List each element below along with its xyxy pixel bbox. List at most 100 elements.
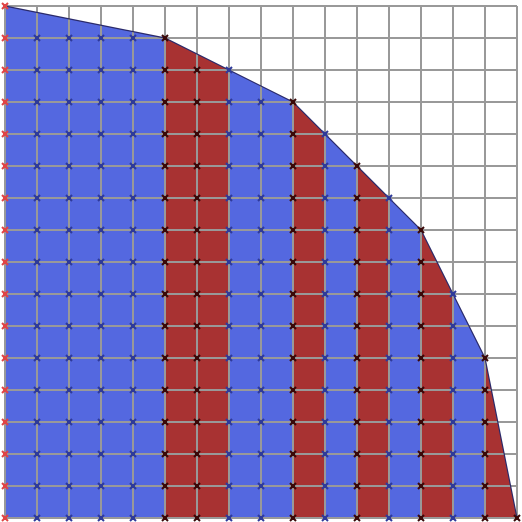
lattice-marker [193,226,201,234]
lattice-marker [193,418,201,426]
lattice-marker [481,354,489,362]
lattice-marker [385,354,393,362]
lattice-marker [449,322,457,330]
lattice-marker [353,354,361,362]
lattice-marker [289,130,297,138]
lattice-marker [65,322,73,330]
lattice-marker [257,194,265,202]
lattice-marker [1,2,9,10]
lattice-marker [257,482,265,490]
lattice-marker [129,290,137,298]
lattice-marker [65,130,73,138]
lattice-marker [225,322,233,330]
lattice-marker [97,514,105,522]
lattice-marker [289,482,297,490]
lattice-marker [225,194,233,202]
lattice-marker [65,386,73,394]
lattice-marker [161,322,169,330]
lattice-marker [1,34,9,42]
lattice-marker [289,322,297,330]
lattice-marker [129,450,137,458]
lattice-marker [353,450,361,458]
lattice-marker [33,322,41,330]
lattice-marker [257,354,265,362]
lattice-marker [129,226,137,234]
lattice-marker [385,322,393,330]
lattice-marker [1,162,9,170]
lattice-marker [33,418,41,426]
lattice-marker [449,386,457,394]
lattice-marker [257,98,265,106]
lattice-marker [97,194,105,202]
lattice-marker [513,514,521,522]
lattice-marker [129,354,137,362]
lattice-marker [129,194,137,202]
lattice-marker [321,482,329,490]
lattice-marker [257,386,265,394]
lattice-marker [97,34,105,42]
lattice-marker [129,130,137,138]
lattice-marker [65,482,73,490]
lattice-marker [193,322,201,330]
lattice-marker [97,162,105,170]
lattice-marker [449,514,457,522]
lattice-marker [321,162,329,170]
lattice-marker [65,354,73,362]
lattice-marker [289,450,297,458]
lattice-marker [161,386,169,394]
lattice-marker [321,354,329,362]
lattice-marker [353,386,361,394]
lattice-marker [417,418,425,426]
lattice-marker [97,130,105,138]
lattice-marker [65,258,73,266]
lattice-marker [33,66,41,74]
lattice-marker [385,450,393,458]
lattice-marker [1,386,9,394]
lattice-marker [321,194,329,202]
lattice-marker [65,98,73,106]
lattice-marker [129,34,137,42]
lattice-marker [97,354,105,362]
lattice-marker [129,418,137,426]
lattice-marker [225,130,233,138]
lattice-marker [97,482,105,490]
lattice-marker [321,130,329,138]
lattice-marker [417,258,425,266]
lattice-marker [161,450,169,458]
region-outline [4,5,518,519]
lattice-marker [353,290,361,298]
lattice-marker [289,386,297,394]
lattice-marker [193,66,201,74]
lattice-marker [257,418,265,426]
lattice-marker [33,258,41,266]
lattice-marker [97,322,105,330]
lattice-marker [193,130,201,138]
lattice-marker [129,514,137,522]
lattice-marker [385,514,393,522]
lattice-marker [385,258,393,266]
lattice-marker [193,98,201,106]
lattice-marker [33,290,41,298]
lattice-marker [129,98,137,106]
lattice-marker [65,34,73,42]
lattice-marker [193,450,201,458]
lattice-marker [1,130,9,138]
lattice-marker [481,514,489,522]
lattice-marker [161,418,169,426]
lattice-marker [97,226,105,234]
lattice-marker [65,226,73,234]
lattice-marker [193,386,201,394]
lattice-marker [481,450,489,458]
lattice-marker [417,322,425,330]
lattice-marker [257,322,265,330]
lattice-marker [129,66,137,74]
boundary-line [4,5,518,519]
lattice-marker [1,258,9,266]
lattice-marker [385,290,393,298]
lattice-marker [257,290,265,298]
lattice-marker [449,482,457,490]
lattice-marker [289,514,297,522]
lattice-marker [385,482,393,490]
stripe-red-7 [421,230,453,518]
